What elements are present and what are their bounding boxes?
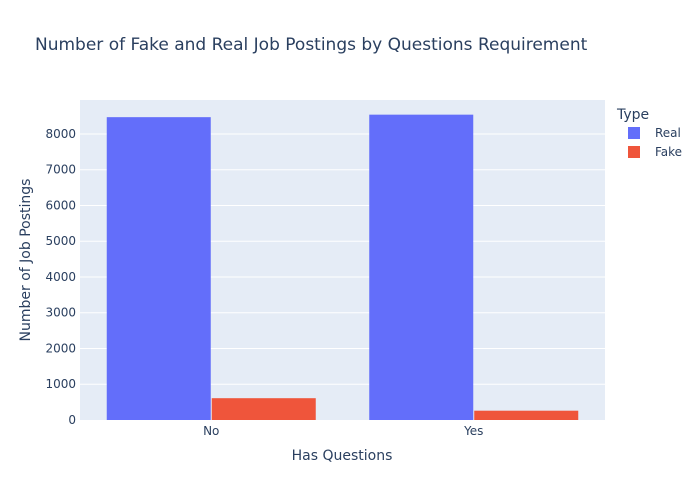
y-tick-label: 0 bbox=[68, 413, 76, 427]
y-tick-label: 3000 bbox=[45, 306, 76, 320]
bar-real-no bbox=[106, 117, 211, 420]
y-tick-label: 2000 bbox=[45, 341, 76, 355]
legend-swatch-fake[interactable] bbox=[628, 146, 640, 158]
legend-title: Type bbox=[616, 107, 649, 123]
bar-fake-yes bbox=[474, 410, 579, 420]
y-tick-label: 4000 bbox=[45, 270, 76, 284]
bar-real-yes bbox=[369, 114, 474, 421]
x-axis-title: Has Questions bbox=[292, 448, 393, 464]
legend-label-real[interactable]: Real bbox=[655, 126, 681, 140]
y-axis-title: Number of Job Postings bbox=[18, 179, 34, 342]
legend-swatch-real[interactable] bbox=[628, 127, 640, 139]
legend: Type Real Fake bbox=[616, 107, 682, 159]
bars bbox=[106, 114, 579, 421]
x-axis-ticks: No Yes bbox=[203, 424, 483, 438]
y-tick-label: 8000 bbox=[45, 127, 76, 141]
legend-label-fake[interactable]: Fake bbox=[655, 145, 682, 159]
y-tick-label: 7000 bbox=[45, 163, 76, 177]
y-tick-label: 1000 bbox=[45, 377, 76, 391]
bar-fake-no bbox=[211, 398, 316, 420]
y-tick-label: 5000 bbox=[45, 234, 76, 248]
y-tick-label: 6000 bbox=[45, 198, 76, 212]
y-axis-ticks: 0 1000 2000 3000 4000 5000 6000 7000 8000 bbox=[45, 127, 76, 427]
x-tick-label: Yes bbox=[463, 424, 483, 438]
x-tick-label: No bbox=[203, 424, 219, 438]
chart-title: Number of Fake and Real Job Postings by … bbox=[35, 35, 588, 55]
